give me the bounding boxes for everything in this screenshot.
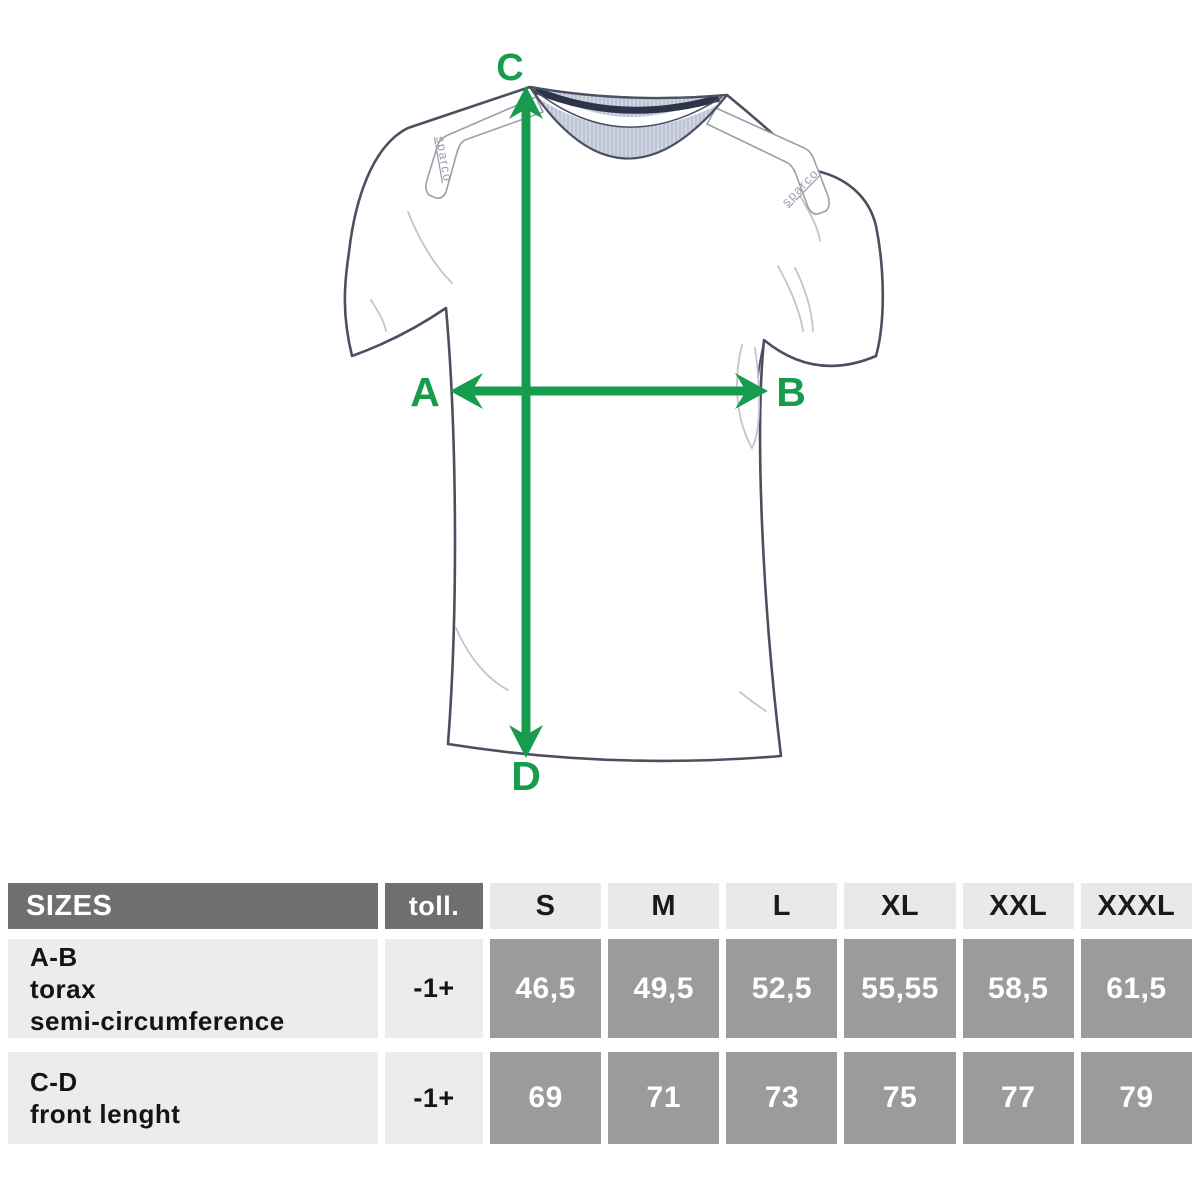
value-cell: 61,5 [1080,939,1192,1038]
value-cell: 52,5 [726,939,838,1038]
row-label-line: semi-circumference [30,1005,285,1036]
table-header-row: SIZES toll. S M L XL XXL XXXL [8,883,1192,929]
value-cell: 77 [962,1052,1074,1144]
value-cell: 58,5 [962,939,1074,1038]
measurement-arrows [450,86,768,758]
right-shoulder-band [706,107,830,215]
value-cell: 46,5 [490,939,602,1038]
col-header-xl: XL [844,883,956,929]
value-cell: 55,55 [844,939,956,1038]
value-cell: 79 [1080,1052,1192,1144]
table-row-torax: A-B torax semi-circumference -1+ 46,5 49… [8,939,1192,1038]
col-header-xxl: XXL [962,883,1074,929]
row-label: C-D front lenght [8,1052,378,1144]
value-cell: 71 [608,1052,720,1144]
fabric-creases [370,195,821,712]
tolerance-cell: -1+ [385,939,483,1038]
arrowhead-left [450,373,483,409]
col-header-l: L [726,883,838,929]
table-header-tolerance: toll. [385,883,483,929]
row-label-line: A-B [30,941,78,972]
table-header-sizes: SIZES [8,883,378,929]
value-cell: 49,5 [608,939,720,1038]
col-header-xxxl: XXXL [1080,883,1192,929]
arrowhead-right [735,373,768,409]
left-shoulder-band [425,96,544,199]
tolerance-cell: -1+ [385,1052,483,1144]
arrowhead-down [509,725,543,758]
point-label-d: D [511,753,541,799]
size-table: SIZES toll. S M L XL XXL XXXL A-B torax … [8,883,1192,1144]
point-label-c: C [496,47,523,89]
row-label-line: torax [30,973,97,1004]
col-header-s: S [490,883,602,929]
value-cell: 75 [844,1052,956,1144]
point-label-a: A [410,369,440,415]
point-label-b: B [776,369,806,415]
row-label: A-B torax semi-circumference [8,939,378,1038]
arrowhead-up [509,86,543,119]
col-header-m: M [608,883,720,929]
tshirt-measurement-diagram: sparco sparco C A B D [343,47,885,799]
row-label-line: C-D [30,1067,78,1097]
value-cell: 73 [726,1052,838,1144]
table-row-front-length: C-D front lenght -1+ 69 71 73 75 77 79 [8,1052,1192,1144]
row-label-line: front lenght [30,1099,181,1129]
value-cell: 69 [490,1052,602,1144]
